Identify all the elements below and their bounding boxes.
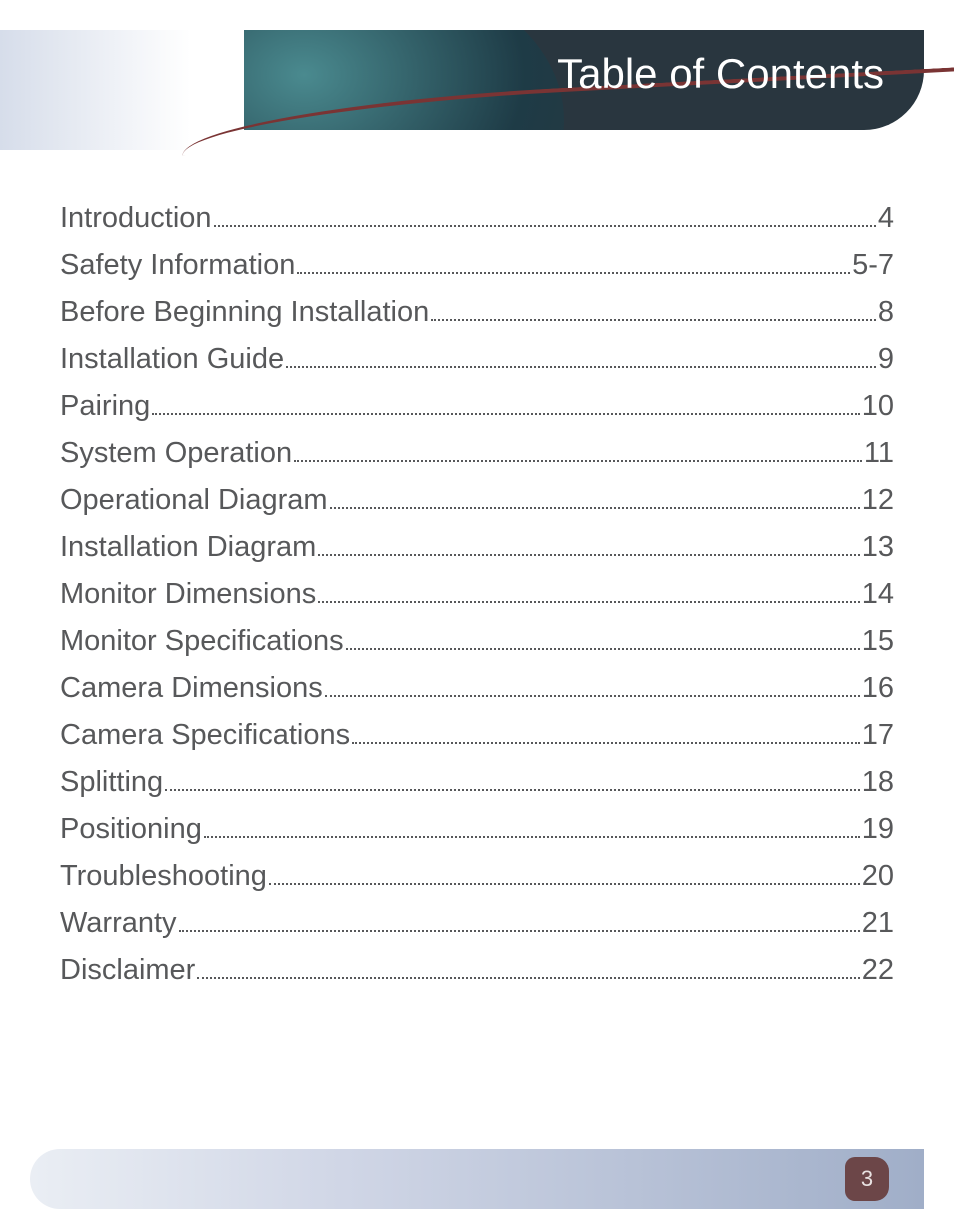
toc-entry-title: Monitor Dimensions (60, 571, 316, 618)
toc-row: Troubleshooting 20 (60, 853, 894, 900)
toc-entry-page: 16 (862, 665, 894, 712)
toc-entry-title: Warranty (60, 900, 177, 947)
toc-row: Operational Diagram 12 (60, 477, 894, 524)
toc-entry-page: 18 (862, 759, 894, 806)
toc-leader-dots (352, 741, 860, 744)
toc-row: Camera Dimensions 16 (60, 665, 894, 712)
toc-leader-dots (165, 788, 860, 791)
table-of-contents: Introduction4Safety Information5-7Before… (60, 195, 894, 994)
toc-entry-title: Disclaimer (60, 947, 195, 994)
header-banner: Table of Contents (0, 30, 954, 150)
toc-entry-title: Safety Information (60, 242, 295, 289)
toc-leader-dots (318, 553, 859, 556)
toc-entry-title: Troubleshooting (60, 853, 267, 900)
toc-leader-dots (325, 694, 860, 697)
toc-entry-title: Positioning (60, 806, 202, 853)
toc-row: Installation Diagram 13 (60, 524, 894, 571)
footer-bar: 3 (30, 1149, 924, 1209)
toc-entry-page: 19 (862, 806, 894, 853)
toc-row: Monitor Specifications 15 (60, 618, 894, 665)
toc-row: Monitor Dimensions 14 (60, 571, 894, 618)
toc-entry-title: Installation Guide (60, 336, 284, 383)
toc-row: Camera Specifications 17 (60, 712, 894, 759)
toc-entry-page: 8 (878, 289, 894, 336)
toc-leader-dots (318, 600, 859, 603)
toc-entry-title: Operational Diagram (60, 477, 328, 524)
page-number-badge: 3 (845, 1157, 889, 1201)
toc-entry-page: 5-7 (852, 242, 894, 289)
toc-entry-page: 10 (862, 383, 894, 430)
toc-entry-page: 22 (862, 947, 894, 994)
toc-entry-title: Introduction (60, 195, 212, 242)
toc-entry-title: Monitor Specifications (60, 618, 344, 665)
toc-row: Before Beginning Installation 8 (60, 289, 894, 336)
toc-row: System Operation 11 (60, 430, 894, 477)
toc-entry-page: 12 (862, 477, 894, 524)
toc-leader-dots (197, 976, 859, 979)
toc-entry-title: Splitting (60, 759, 163, 806)
toc-leader-dots (294, 459, 862, 462)
page-number: 3 (861, 1166, 873, 1192)
toc-leader-dots (204, 835, 860, 838)
toc-entry-page: 15 (862, 618, 894, 665)
toc-row: Installation Guide 9 (60, 336, 894, 383)
toc-entry-title: Camera Dimensions (60, 665, 323, 712)
toc-entry-title: Pairing (60, 383, 150, 430)
toc-leader-dots (330, 506, 860, 509)
toc-entry-page: 20 (862, 853, 894, 900)
page-title: Table of Contents (557, 50, 884, 98)
toc-entry-title: Installation Diagram (60, 524, 316, 571)
toc-leader-dots (286, 365, 876, 368)
toc-entry-page: 9 (878, 336, 894, 383)
toc-row: Positioning 19 (60, 806, 894, 853)
toc-row: Disclaimer 22 (60, 947, 894, 994)
toc-entry-page: 17 (862, 712, 894, 759)
toc-row: Warranty 21 (60, 900, 894, 947)
toc-entry-page: 13 (862, 524, 894, 571)
toc-entry-page: 4 (878, 195, 894, 242)
toc-row: Safety Information 5-7 (60, 242, 894, 289)
toc-leader-dots (179, 929, 860, 932)
toc-leader-dots (346, 647, 860, 650)
toc-leader-dots (152, 412, 859, 415)
toc-row: Splitting 18 (60, 759, 894, 806)
toc-leader-dots (269, 882, 860, 885)
toc-leader-dots (214, 224, 876, 227)
toc-leader-dots (297, 271, 850, 274)
toc-entry-title: Before Beginning Installation (60, 289, 429, 336)
toc-entry-page: 21 (862, 900, 894, 947)
toc-entry-page: 14 (862, 571, 894, 618)
toc-row: Introduction 4 (60, 195, 894, 242)
toc-entry-page: 11 (864, 430, 894, 477)
toc-row: Pairing 10 (60, 383, 894, 430)
toc-entry-title: System Operation (60, 430, 292, 477)
toc-leader-dots (431, 318, 876, 321)
toc-entry-title: Camera Specifications (60, 712, 350, 759)
